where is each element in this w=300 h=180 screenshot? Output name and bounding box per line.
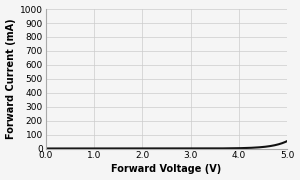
Y-axis label: Forward Current (mA): Forward Current (mA): [6, 19, 16, 139]
X-axis label: Forward Voltage (V): Forward Voltage (V): [111, 165, 221, 174]
